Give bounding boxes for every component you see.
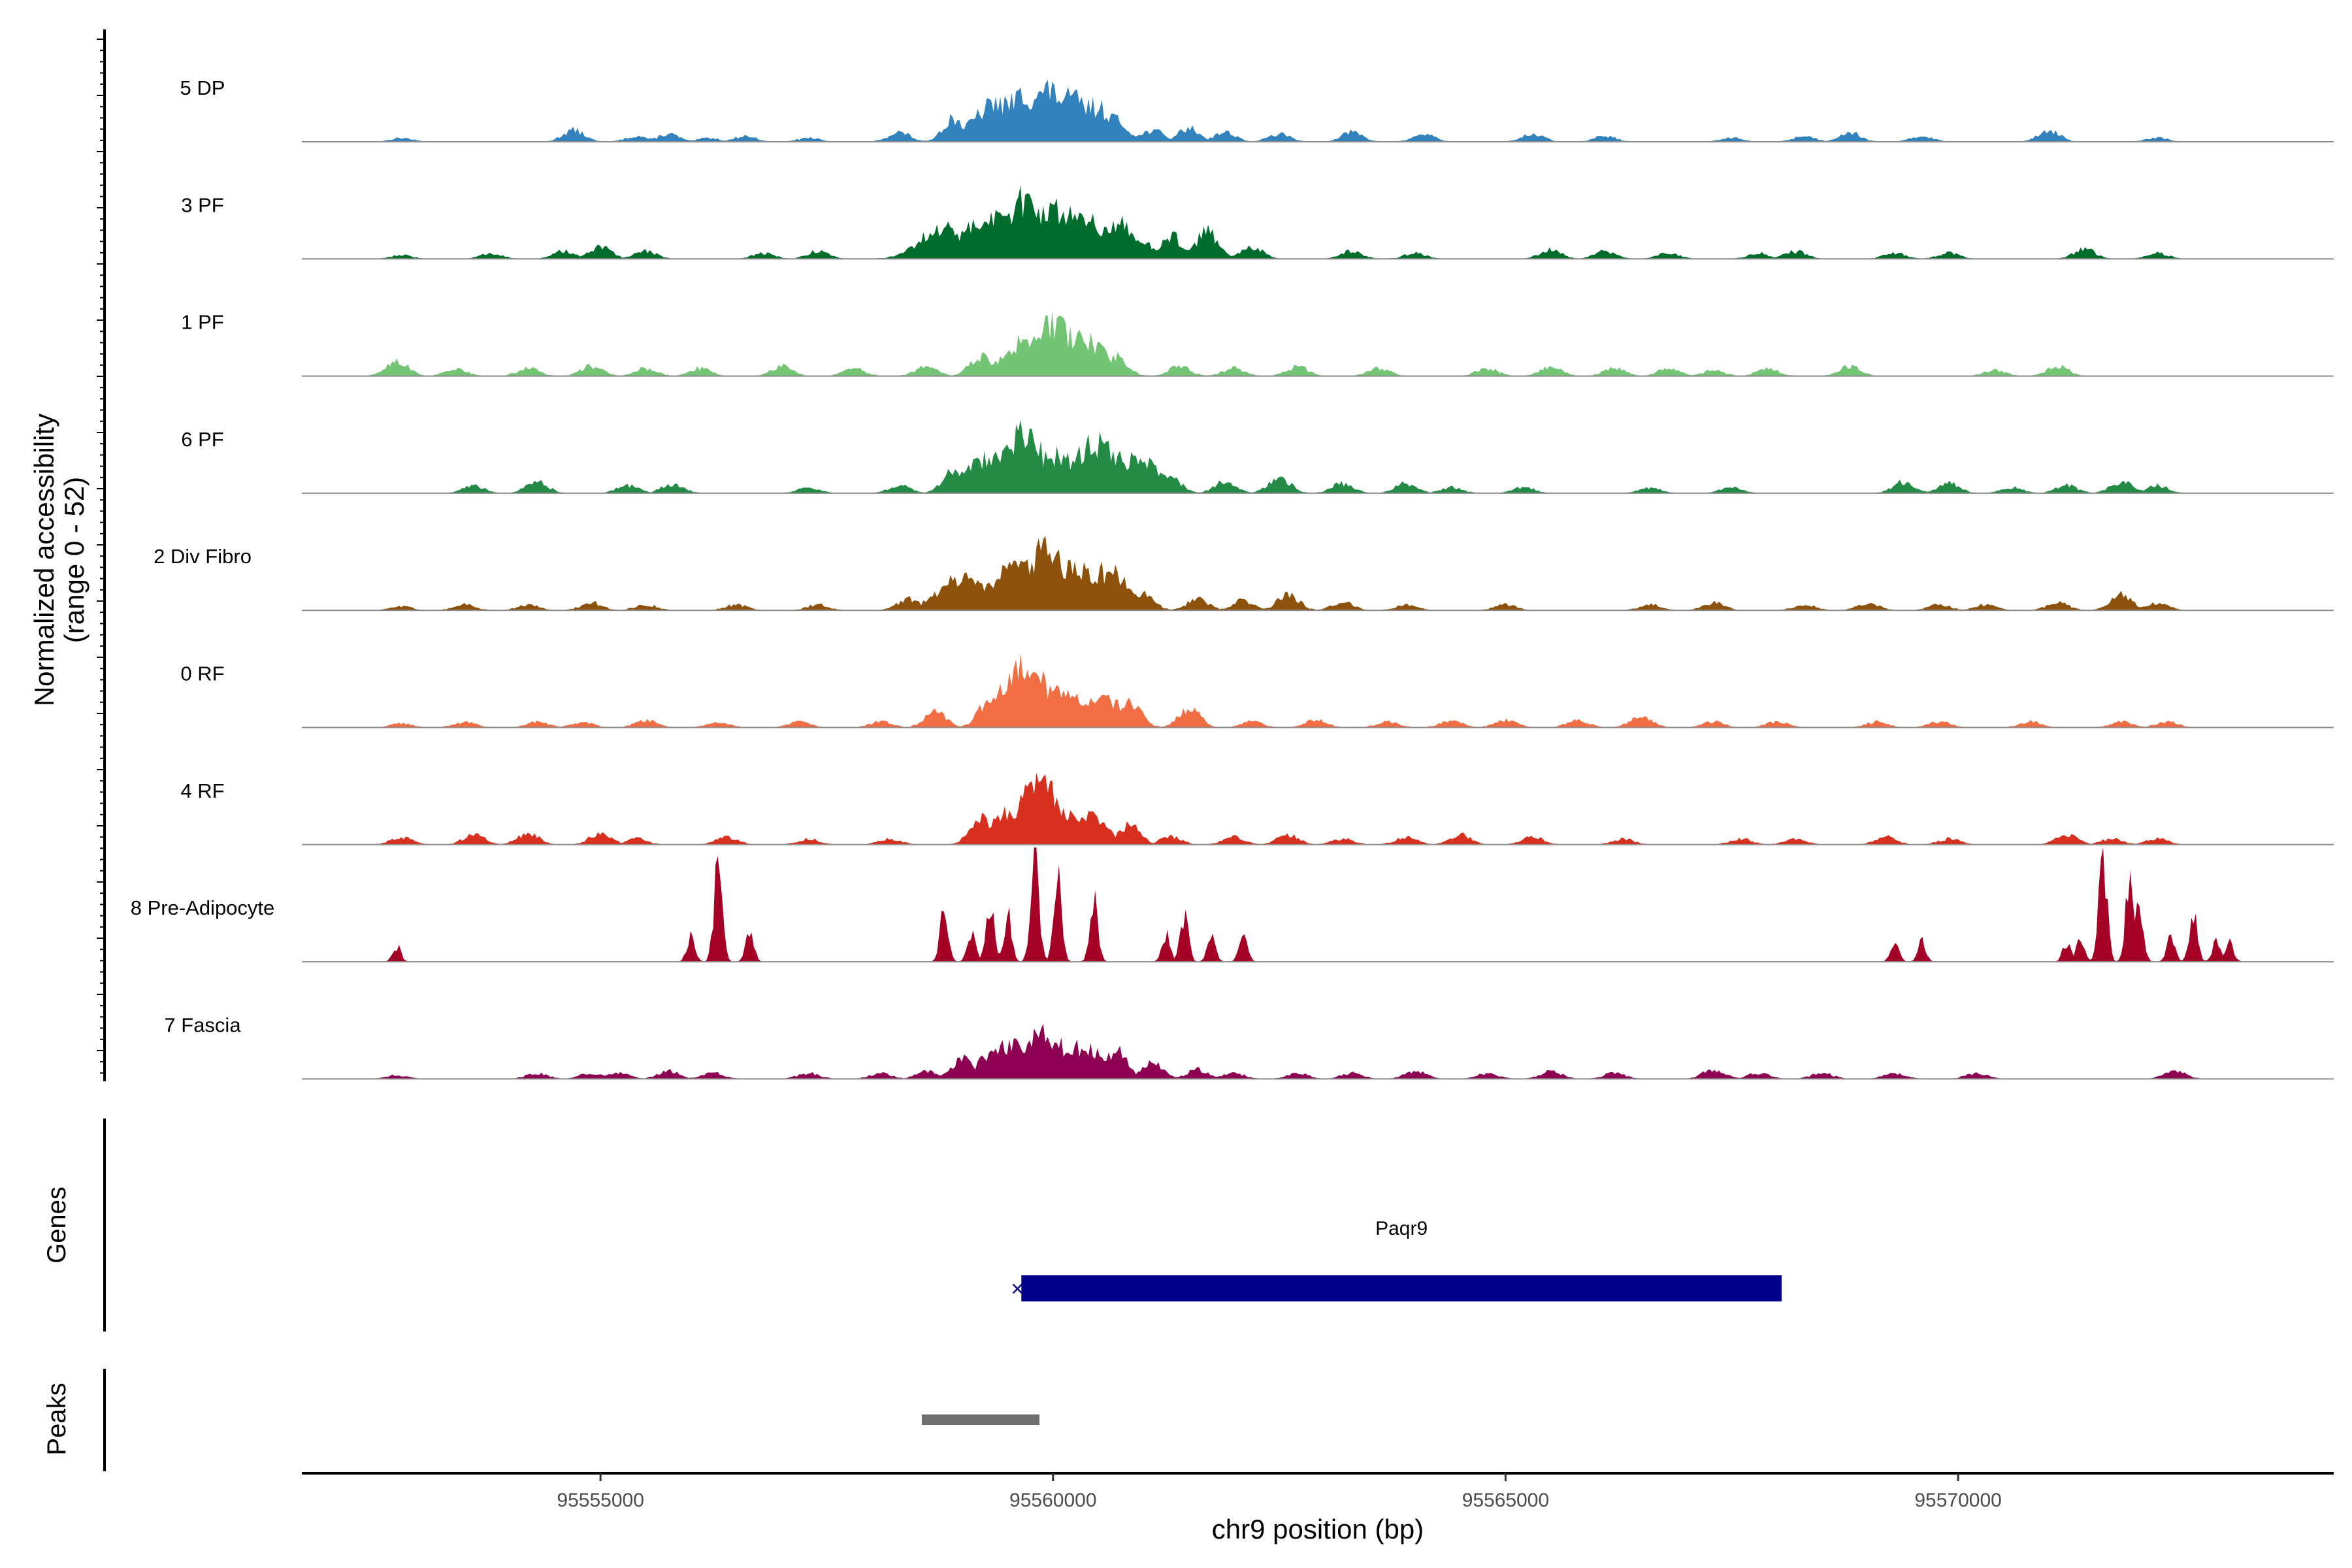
track-1-pf: 1 PF	[181, 311, 2334, 377]
gene-strand-marker: ×	[1011, 1277, 1024, 1301]
genes-panel-label: Genes	[42, 1186, 71, 1264]
x-tick-label: 95560000	[1009, 1490, 1096, 1511]
coverage-area	[302, 847, 2334, 962]
coverage-area	[302, 185, 2334, 259]
track-label: 4 RF	[180, 779, 224, 802]
coverage-area	[302, 653, 2334, 728]
coverage-area	[302, 80, 2334, 142]
coverage-area	[302, 1024, 2334, 1079]
gene-body	[1021, 1275, 1782, 1301]
x-tick-label: 95565000	[1462, 1490, 1549, 1511]
coverage-area	[302, 311, 2334, 376]
y-axis-title-line1: Normalized accessibility	[29, 414, 59, 706]
track-3-pf: 3 PF	[181, 185, 2334, 260]
track-label: 6 PF	[181, 428, 223, 451]
track-label: 3 PF	[181, 193, 223, 216]
genes-panel: Genes Paqr9 ×	[42, 1119, 1782, 1331]
track-5-dp: 5 DP	[180, 76, 2334, 142]
track-8-pre-adipocyte: 8 Pre-Adipocyte	[131, 847, 2334, 963]
peak-region	[921, 1414, 1040, 1425]
track-0-rf: 0 RF	[180, 653, 2334, 728]
y-axis: Normalized accessibility (range 0 - 52)	[29, 29, 106, 1081]
y-axis-title-line2: (range 0 - 52)	[59, 477, 90, 643]
peak-regions	[921, 1414, 1040, 1425]
track-label: 8 Pre-Adipocyte	[131, 896, 275, 919]
track-label: 7 Fascia	[164, 1013, 241, 1036]
x-axis: 95555000 95560000 95565000 95570000 chr9 po…	[302, 1472, 2334, 1544]
track-label: 5 DP	[180, 76, 225, 99]
x-tick-label: 95570000	[1914, 1490, 2001, 1511]
track-7-fascia: 7 Fascia	[164, 1013, 2334, 1080]
track-6-pf: 6 PF	[181, 419, 2334, 494]
track-label: 1 PF	[181, 311, 223, 334]
gene-label: Paqr9	[1375, 1218, 1428, 1239]
peaks-panel: Peaks	[42, 1369, 1040, 1471]
track-4-rf: 4 RF	[180, 772, 2334, 845]
x-tick-label: 95555000	[557, 1490, 644, 1511]
coverage-area	[302, 419, 2334, 493]
track-label: 0 RF	[180, 662, 224, 685]
peaks-panel-label: Peaks	[42, 1382, 71, 1455]
x-axis-title: chr9 position (bp)	[1212, 1514, 1424, 1544]
coverage-tracks: 5 DP 3 PF 1 PF 6 PF 2 Div Fibro 0 RF 4 RF 8 Pre…	[131, 76, 2334, 1080]
coverage-area	[302, 536, 2334, 611]
coverage-area	[302, 772, 2334, 845]
track-2-div-fibro: 2 Div Fibro	[154, 536, 2334, 612]
track-label: 2 Div Fibro	[154, 545, 252, 568]
